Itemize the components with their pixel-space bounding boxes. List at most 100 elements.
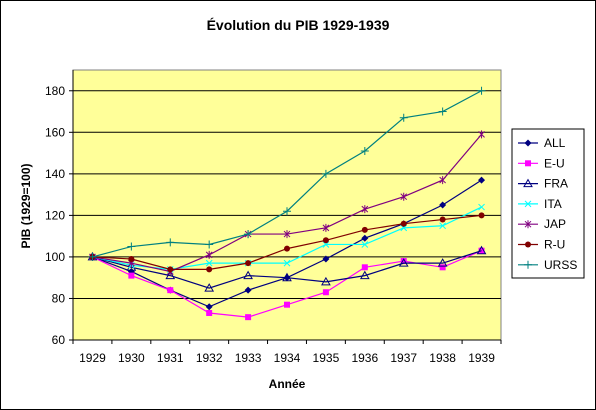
data-point [361,226,368,233]
data-point [439,201,447,209]
data-point [361,234,369,242]
legend: ALL E-U FRA ITA JAP R-U URSS [511,128,585,279]
data-point [167,287,174,294]
data-point [361,205,369,214]
y-axis-ticks: 60 80 100 120 140 160 180 [45,84,73,347]
y-tick-label: 180 [45,84,65,98]
y-tick-label: 140 [45,167,65,181]
x-tick-label: 1932 [196,351,223,365]
data-point [400,220,407,227]
legend-label: JAP [544,217,566,231]
legend-label: ALL [544,136,566,150]
data-point [321,169,330,178]
legend-label: R-U [544,238,565,252]
data-point [360,147,369,155]
data-point [205,250,213,259]
y-tick-label: 80 [52,291,66,305]
series-group [87,86,487,321]
data-point [205,259,213,267]
data-point [127,242,136,251]
data-point [205,303,213,311]
axes [72,70,501,341]
data-point [525,241,531,248]
chart-title: Évolution du PIB 1929-1939 [207,17,390,33]
data-point [283,259,291,267]
data-point [243,270,253,280]
series-r-u [89,212,485,273]
y-tick-label: 160 [45,125,65,139]
data-point [128,256,135,262]
data-point [398,258,409,267]
x-tick-label: 1929 [79,351,106,365]
data-point [523,178,533,188]
x-tick-label: 1934 [274,351,301,365]
data-point [361,241,369,248]
data-point [400,192,408,201]
legend-item: URSS [518,258,577,272]
data-point [322,255,330,263]
data-point [206,266,213,273]
legend-item: FRA [518,177,568,191]
data-point [477,86,486,95]
data-point [359,270,370,280]
x-tick-label: 1931 [157,351,184,365]
legend-item: ALL [518,136,566,150]
data-point [282,272,292,282]
data-point [165,270,176,280]
data-point [245,260,252,267]
data-point [524,220,532,229]
legend-label: FRA [544,177,568,191]
data-point [322,289,329,296]
data-point [361,264,368,271]
legend-item: JAP [518,217,566,231]
data-point [166,238,175,247]
legend-label: E-U [544,156,565,170]
data-point [524,260,532,269]
data-point [167,266,174,273]
data-point [437,258,448,267]
data-point [284,301,290,308]
data-point [400,258,407,265]
data-point [322,237,329,244]
data-point [244,230,253,239]
data-point [206,310,213,316]
data-point [88,252,97,261]
legend-label: ITA [544,197,562,211]
data-point [128,272,135,279]
data-point [439,216,446,223]
data-point [478,130,485,139]
x-tick-label: 1938 [429,351,456,365]
data-point [438,107,447,116]
x-tick-label: 1933 [235,351,262,365]
series-line [92,250,482,289]
x-tick-label: 1930 [118,351,145,365]
x-axis-title: Année [269,377,306,391]
data-point [321,276,331,286]
data-point [283,230,291,239]
legend-item: ITA [518,197,562,211]
data-point [478,203,485,211]
data-point [204,283,215,292]
x-tick-label: 1936 [351,351,378,365]
legend-label: URSS [544,258,577,272]
data-point [439,264,446,271]
legend-item: R-U [518,238,565,252]
data-point [399,113,408,122]
data-point [439,176,446,185]
x-axis-ticks: 1929 1930 1931 1932 1933 1934 1935 1936 1937 1938… [72,340,502,365]
data-point [245,314,252,321]
data-point [283,207,291,216]
y-tick-label: 60 [52,333,66,347]
data-point [244,286,252,294]
legend-item: E-U [518,156,565,170]
data-point [322,223,330,232]
y-axis-title: PIB (1929=100) [19,163,33,248]
data-point [439,222,446,230]
plot-area [72,69,502,341]
data-point [478,212,485,219]
x-tick-label: 1937 [390,351,417,365]
x-tick-label: 1935 [313,351,340,365]
data-point [476,245,487,255]
data-point [478,176,486,184]
x-tick-label: 1939 [468,351,495,365]
